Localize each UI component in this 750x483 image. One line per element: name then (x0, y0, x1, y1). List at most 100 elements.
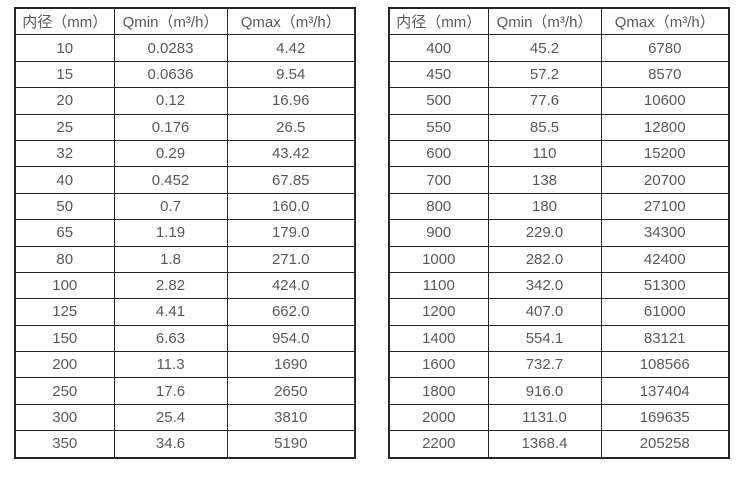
column-header: 内径（mm） (388, 7, 489, 36)
table-cell: 800 (388, 192, 489, 221)
table-cell: 2200 (388, 430, 489, 459)
table-cell: 424.0 (226, 271, 356, 300)
table-cell: 1368.4 (487, 430, 602, 459)
table-cell: 400 (388, 34, 489, 62)
table-cell: 80 (14, 245, 115, 273)
table-cell: 20 (14, 87, 115, 115)
header-row: 内径（mm） Qmin（m³/h） Qmax（m³/h） (14, 7, 356, 36)
table-cell: 8570 (600, 60, 730, 89)
table-cell: 150 (14, 324, 115, 353)
table-cell: 1.8 (113, 245, 228, 273)
table-cell: 10600 (600, 87, 730, 115)
table-row: 550 85.5 12800 (388, 113, 730, 141)
table-cell: 732.7 (487, 351, 602, 379)
table-cell: 2000 (388, 403, 489, 432)
table-cell: 34300 (600, 219, 730, 247)
table-cell: 12800 (600, 113, 730, 141)
table-cell: 50 (14, 192, 115, 221)
table-cell: 4.41 (113, 298, 228, 326)
table-row: 450 57.2 8570 (388, 60, 730, 89)
table-cell: 282.0 (487, 245, 602, 273)
column-header: Qmax（m³/h） (600, 7, 730, 36)
table-cell: 43.42 (226, 139, 356, 168)
table-cell: 27100 (600, 192, 730, 221)
table-cell: 15200 (600, 139, 730, 168)
table-cell: 5190 (226, 430, 356, 459)
table-cell: 271.0 (226, 245, 356, 273)
flow-rate-table-right: 内径（mm） Qmin（m³/h） Qmax（m³/h） 400 45.2 6780 450… (388, 7, 730, 459)
table-cell: 450 (388, 60, 489, 89)
table-cell: 51300 (600, 271, 730, 300)
table-cell: 1800 (388, 377, 489, 405)
table-cell: 6.63 (113, 324, 228, 353)
table-cell: 0.29 (113, 139, 228, 168)
table-row: 2200 1368.4 205258 (388, 430, 730, 459)
table-cell: 407.0 (487, 298, 602, 326)
table-cell: 169635 (600, 403, 730, 432)
column-header: 内径（mm） (14, 7, 115, 36)
table-cell: 0.0283 (113, 34, 228, 62)
table-cell: 108566 (600, 351, 730, 379)
header-row: 内径（mm） Qmin（m³/h） Qmax（m³/h） (388, 7, 730, 36)
table-row: 1600 732.7 108566 (388, 351, 730, 379)
flow-rate-table-left: 内径（mm） Qmin（m³/h） Qmax（m³/h） 10 0.0283 4.42 15… (14, 7, 356, 459)
table-row: 600 110 15200 (388, 139, 730, 168)
table-row: 150 6.63 954.0 (14, 324, 356, 353)
table-cell: 0.452 (113, 166, 228, 194)
table-cell: 6780 (600, 34, 730, 62)
table-cell: 550 (388, 113, 489, 141)
table-cell: 125 (14, 298, 115, 326)
table-row: 20 0.12 16.96 (14, 87, 356, 115)
table-cell: 10 (14, 34, 115, 62)
table-cell: 954.0 (226, 324, 356, 353)
table-cell: 1400 (388, 324, 489, 353)
table-cell: 554.1 (487, 324, 602, 353)
table-row: 250 17.6 2650 (14, 377, 356, 405)
table-cell: 205258 (600, 430, 730, 459)
table-row: 300 25.4 3810 (14, 403, 356, 432)
table-cell: 342.0 (487, 271, 602, 300)
table-row: 100 2.82 424.0 (14, 271, 356, 300)
table-cell: 600 (388, 139, 489, 168)
table-cell: 0.176 (113, 113, 228, 141)
table-cell: 11.3 (113, 351, 228, 379)
table-cell: 83121 (600, 324, 730, 353)
table-cell: 250 (14, 377, 115, 405)
table-row: 50 0.7 160.0 (14, 192, 356, 221)
table-cell: 2.82 (113, 271, 228, 300)
table-cell: 700 (388, 166, 489, 194)
table-cell: 229.0 (487, 219, 602, 247)
table-cell: 110 (487, 139, 602, 168)
table-cell: 500 (388, 87, 489, 115)
table-cell: 916.0 (487, 377, 602, 405)
table-cell: 25 (14, 113, 115, 141)
table-row: 1400 554.1 83121 (388, 324, 730, 353)
table-cell: 160.0 (226, 192, 356, 221)
table-cell: 25.4 (113, 403, 228, 432)
table-cell: 2650 (226, 377, 356, 405)
table-cell: 1.19 (113, 219, 228, 247)
table-cell: 42400 (600, 245, 730, 273)
table-cell: 1600 (388, 351, 489, 379)
table-row: 500 77.6 10600 (388, 87, 730, 115)
table-row: 800 180 27100 (388, 192, 730, 221)
table-cell: 180 (487, 192, 602, 221)
table-row: 15 0.0636 9.54 (14, 60, 356, 89)
table-cell: 17.6 (113, 377, 228, 405)
table-cell: 0.0636 (113, 60, 228, 89)
table-row: 10 0.0283 4.42 (14, 34, 356, 62)
table-cell: 900 (388, 219, 489, 247)
table-row: 700 138 20700 (388, 166, 730, 194)
table-cell: 100 (14, 271, 115, 300)
table-cell: 26.5 (226, 113, 356, 141)
table-cell: 15 (14, 60, 115, 89)
table-row: 1000 282.0 42400 (388, 245, 730, 273)
table-cell: 9.54 (226, 60, 356, 89)
table-cell: 1200 (388, 298, 489, 326)
table-row: 1200 407.0 61000 (388, 298, 730, 326)
table-cell: 57.2 (487, 60, 602, 89)
table-cell: 3810 (226, 403, 356, 432)
table-cell: 1690 (226, 351, 356, 379)
table-cell: 77.6 (487, 87, 602, 115)
table-cell: 0.7 (113, 192, 228, 221)
